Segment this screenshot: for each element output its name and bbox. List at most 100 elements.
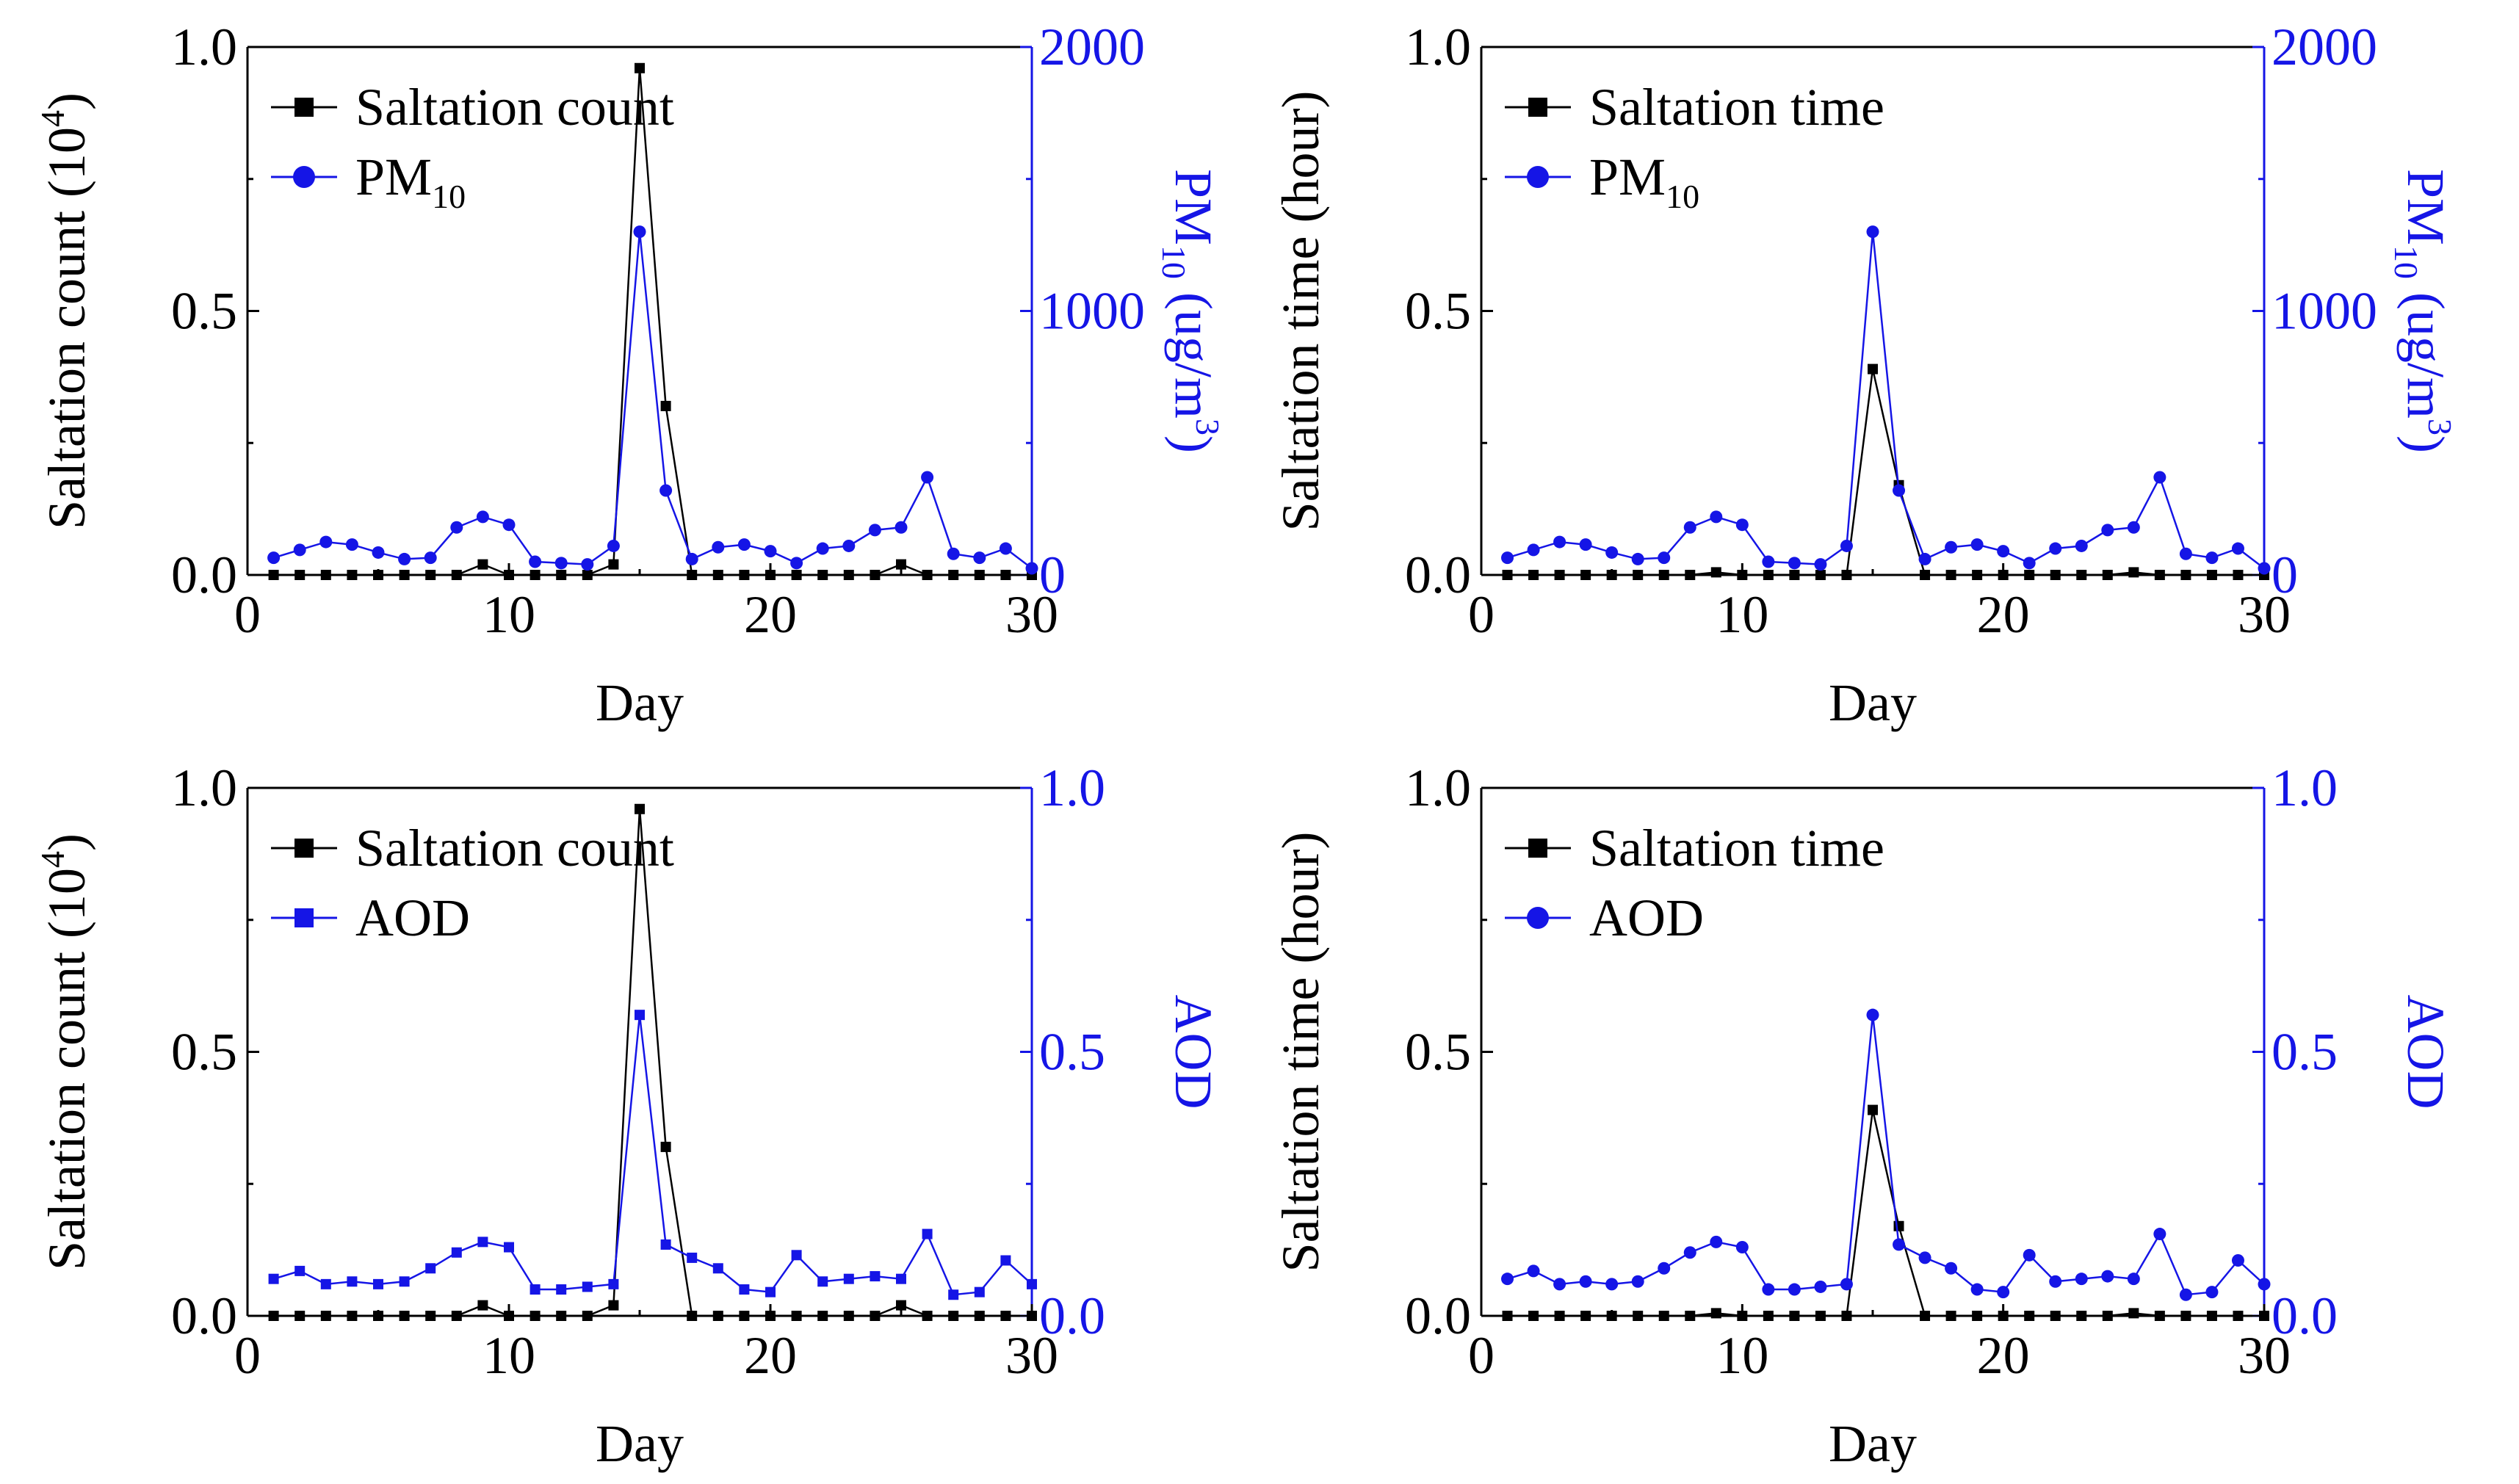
secondary-data-point xyxy=(2127,521,2140,534)
x-tick-label: 0 xyxy=(1468,585,1495,644)
y-left-label-superscript: 4 xyxy=(34,851,71,868)
x-tick-label: 0 xyxy=(234,1326,261,1385)
secondary-data-point xyxy=(504,1242,514,1253)
secondary-data-point xyxy=(2023,1248,2036,1262)
secondary-series-line xyxy=(1507,231,2265,569)
x-tick-label: 20 xyxy=(1977,1326,2030,1385)
y-left-tick-label: 0.0 xyxy=(1405,1286,1471,1345)
saltation-data-point xyxy=(1920,570,1931,580)
legend-marker xyxy=(1528,98,1547,117)
secondary-data-point xyxy=(319,535,333,549)
secondary-data-point xyxy=(1658,551,1671,565)
secondary-data-point xyxy=(1553,535,1566,549)
saltation-data-point xyxy=(582,570,593,580)
saltation-series-line xyxy=(273,808,1032,1317)
secondary-data-point xyxy=(1553,1278,1566,1291)
y-right-axis-label: PM10 (ug/m3) xyxy=(1155,169,1226,453)
y-right-label-superscript: 3 xyxy=(1189,419,1226,435)
y-left-label-text: Saltation time (hour) xyxy=(1271,832,1330,1273)
secondary-data-point xyxy=(1683,1246,1696,1259)
saltation-data-point xyxy=(922,570,933,580)
x-tick-label: 30 xyxy=(2238,585,2291,644)
secondary-data-point xyxy=(424,551,437,565)
saltation-data-point xyxy=(1528,1311,1539,1321)
secondary-data-point xyxy=(1025,562,1038,575)
saltation-data-point xyxy=(320,570,331,580)
y-left-axis-label: Saltation time (hour) xyxy=(1271,91,1330,532)
secondary-data-point xyxy=(765,1286,776,1297)
saltation-data-point xyxy=(1710,567,1721,578)
secondary-data-point xyxy=(1631,552,1644,565)
secondary-data-point xyxy=(685,552,698,565)
saltation-data-point xyxy=(1658,570,1669,580)
secondary-data-point xyxy=(2049,542,2062,555)
secondary-data-point xyxy=(398,552,411,565)
secondary-data-point xyxy=(582,1281,593,1292)
saltation-series-line xyxy=(273,68,1032,576)
legend-label: Saltation count xyxy=(355,78,674,137)
y-left-tick-label: 0.0 xyxy=(1405,546,1471,604)
saltation-data-point xyxy=(1789,1311,1800,1321)
saltation-data-point xyxy=(347,570,358,580)
saltation-data-point xyxy=(896,1300,906,1311)
secondary-data-point xyxy=(896,1273,906,1284)
secondary-data-point xyxy=(1893,1238,1906,1251)
saltation-data-point xyxy=(1945,1311,1956,1321)
secondary-data-point xyxy=(843,1273,854,1284)
y-right-tick-label: 0.5 xyxy=(1039,1023,1105,1082)
panel-a: 0 10 20 30 0.0 0.5 1.0 0 1000 2000 Day Saltation co… xyxy=(34,18,1226,732)
legend-marker xyxy=(294,98,314,117)
secondary-data-point xyxy=(373,1278,383,1289)
y-right-label-text: PM xyxy=(2396,169,2455,245)
secondary-data-point xyxy=(1970,1283,1984,1296)
saltation-data-point xyxy=(2128,567,2139,578)
saltation-data-point xyxy=(1580,1311,1591,1321)
secondary-data-point xyxy=(1605,546,1619,559)
x-tick-label: 30 xyxy=(1005,585,1058,644)
saltation-data-point xyxy=(477,1300,488,1311)
legend-label-text: Saltation time xyxy=(1589,78,1884,137)
y-left-tick-label: 1.0 xyxy=(1405,18,1471,76)
secondary-data-point xyxy=(870,1271,881,1282)
saltation-data-point xyxy=(2050,1311,2061,1321)
saltation-data-point xyxy=(2102,570,2113,580)
saltation-data-point xyxy=(268,1311,279,1321)
saltation-data-point xyxy=(1920,1311,1931,1321)
saltation-data-point xyxy=(1710,1308,1721,1319)
secondary-data-point xyxy=(712,540,725,554)
secondary-data-point xyxy=(737,538,751,551)
saltation-data-point xyxy=(2076,1311,2087,1321)
y-left-tick-label: 0.5 xyxy=(171,282,237,341)
saltation-series-line xyxy=(1507,369,2264,576)
panel-b: 0 10 20 30 0.0 0.5 1.0 0 1000 2000 Day Saltation ti… xyxy=(1271,18,2459,732)
secondary-data-point xyxy=(1579,1275,1592,1288)
legend-label-subscript: 10 xyxy=(1666,178,1699,215)
saltation-data-point xyxy=(765,570,776,580)
saltation-data-point xyxy=(1502,570,1513,580)
saltation-data-point xyxy=(347,1311,358,1321)
secondary-data-point xyxy=(502,518,516,532)
secondary-data-point xyxy=(450,521,463,534)
secondary-data-point xyxy=(1683,521,1696,534)
secondary-data-point xyxy=(1735,1241,1749,1254)
legend-label: PM10 xyxy=(355,148,466,215)
x-tick-label: 0 xyxy=(1468,1326,1495,1385)
saltation-data-point xyxy=(556,570,567,580)
y-left-label-close: ) xyxy=(37,93,96,110)
secondary-data-point xyxy=(1527,543,1540,557)
saltation-data-point xyxy=(1737,570,1748,580)
saltation-data-point xyxy=(1606,570,1617,580)
secondary-data-point xyxy=(842,539,856,552)
secondary-data-point xyxy=(1710,1235,1723,1248)
secondary-data-point xyxy=(1527,1264,1540,1278)
x-axis-label: Day xyxy=(1829,673,1917,732)
saltation-data-point xyxy=(765,1311,776,1321)
y-right-tick-label: 0.0 xyxy=(1039,1286,1105,1345)
saltation-data-point xyxy=(974,1311,985,1321)
secondary-data-point xyxy=(399,1276,410,1287)
legend-marker xyxy=(294,839,314,858)
secondary-data-point xyxy=(451,1247,462,1258)
secondary-data-point xyxy=(921,471,934,484)
secondary-data-point xyxy=(1762,555,1775,568)
saltation-data-point xyxy=(268,570,279,580)
